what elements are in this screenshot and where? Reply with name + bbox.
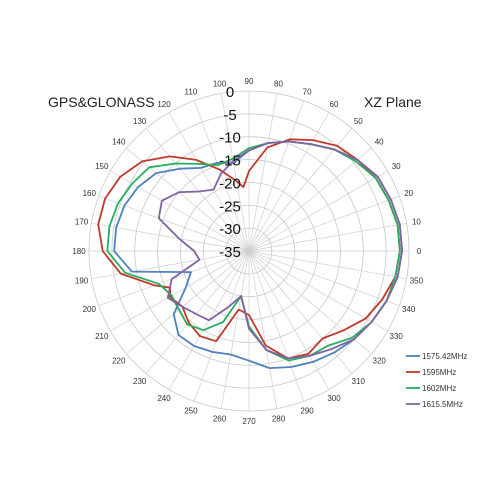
angle-tick-label-31: 310 [352,377,366,386]
radial-tick-label-0: 0 [226,84,234,101]
angle-tick-label-0: 0 [417,247,422,256]
angle-tick-label-20: 200 [83,305,97,314]
grid-spoke-26 [220,250,250,409]
grid-spoke-17 [91,222,250,252]
angle-tick-label-17: 170 [75,218,89,227]
radial-tick-label-6: -30 [219,221,241,238]
grid-spoke-30 [248,250,330,390]
angle-tick-label-14: 140 [112,138,126,147]
angle-tick-label-9: 90 [245,77,254,86]
angle-tick-label-7: 70 [303,87,312,96]
chart-title-left: GPS&GLONASS [48,94,155,110]
angle-tick-label-11: 110 [185,87,198,96]
angle-tick-label-8: 80 [274,80,283,89]
angle-tick-label-2: 20 [404,189,413,198]
series-layer [97,138,403,370]
grid-spoke-6 [248,112,330,252]
grid-spoke-34 [248,250,400,307]
radial-tick-label-2: -10 [219,130,241,147]
grid-spoke-11 [193,100,250,252]
grid-spoke-4 [248,147,372,252]
angle-tick-label-4: 40 [375,138,384,147]
grid-spoke-10 [220,93,250,252]
legend-label-1: 1595MHz [422,368,456,377]
grid-spoke-28 [248,250,278,409]
series-line-3 [157,140,403,360]
grid-spoke-32 [248,250,372,355]
angle-tick-label-29: 290 [300,407,314,416]
grid-spoke-33 [248,250,388,332]
series-line-1 [97,138,401,360]
chart-title-right: XZ Plane [364,94,422,110]
angle-tick-label-30: 300 [327,394,341,403]
grid-spoke-8 [248,93,278,252]
angle-tick-label-33: 330 [390,332,404,341]
angle-tick-label-32: 320 [373,356,387,365]
grid-spoke-22 [126,250,250,355]
grid-spoke-13 [145,128,250,252]
angle-tick-label-24: 240 [157,394,171,403]
grid-spoke-15 [110,170,250,252]
radial-tick-label-5: -25 [219,198,241,215]
grid-spoke-3 [248,170,388,252]
angle-tick-label-15: 150 [95,162,109,171]
angle-tick-label-22: 220 [112,356,126,365]
radial-tick-label-3: -15 [219,153,241,170]
angle-tick-label-10: 100 [213,80,227,89]
angle-tick-label-21: 210 [95,332,109,341]
angle-tick-label-12: 120 [157,100,171,109]
radial-tick-label-1: -5 [223,107,236,124]
grid-spoke-25 [193,250,250,402]
angle-tick-label-16: 160 [83,189,97,198]
grid-spoke-29 [248,250,305,402]
angle-tick-label-27: 270 [242,417,256,426]
radial-tick-label-7: -35 [219,244,241,261]
grid-spoke-35 [248,250,407,280]
legend: 1575.42MHz 1595MHz 1602MHz 1615.5MHz [406,352,467,409]
angle-tick-label-6: 60 [330,100,339,109]
radial-tick-labels: 0 -5 -10 -15 -20 -25 -30 -35 [219,84,241,261]
angle-tick-label-28: 280 [272,414,286,423]
grid-spoke-23 [145,250,250,374]
angle-tick-labels: 0 10 20 30 40 50 60 70 80 90 100 110 120 130 140 150 160… [72,77,423,426]
grid-spoke-1 [248,222,407,252]
angle-tick-label-5: 50 [354,117,363,126]
angle-tick-label-35: 350 [410,277,424,286]
angle-tick-label-34: 340 [402,305,416,314]
legend-label-0: 1575.42MHz [422,352,467,361]
angle-tick-label-13: 130 [133,117,147,126]
angle-tick-label-18: 180 [72,247,86,256]
grid-spoke-12 [168,112,250,252]
angle-tick-label-1: 10 [412,218,421,227]
grid-spoke-14 [126,147,250,252]
polar-grid-spokes [89,91,409,411]
angle-tick-label-26: 260 [213,414,227,423]
grid-spoke-21 [110,250,250,332]
angle-tick-label-19: 190 [75,277,89,286]
angle-tick-label-3: 30 [392,162,401,171]
radial-tick-label-4: -20 [219,175,241,192]
angle-tick-label-25: 250 [184,407,198,416]
grid-spoke-2 [248,195,400,252]
legend-label-2: 1602MHz [422,384,456,393]
angle-tick-label-23: 230 [133,377,147,386]
legend-label-3: 1615.5MHz [422,400,463,409]
grid-spoke-19 [91,250,250,280]
grid-spoke-7 [248,100,305,252]
